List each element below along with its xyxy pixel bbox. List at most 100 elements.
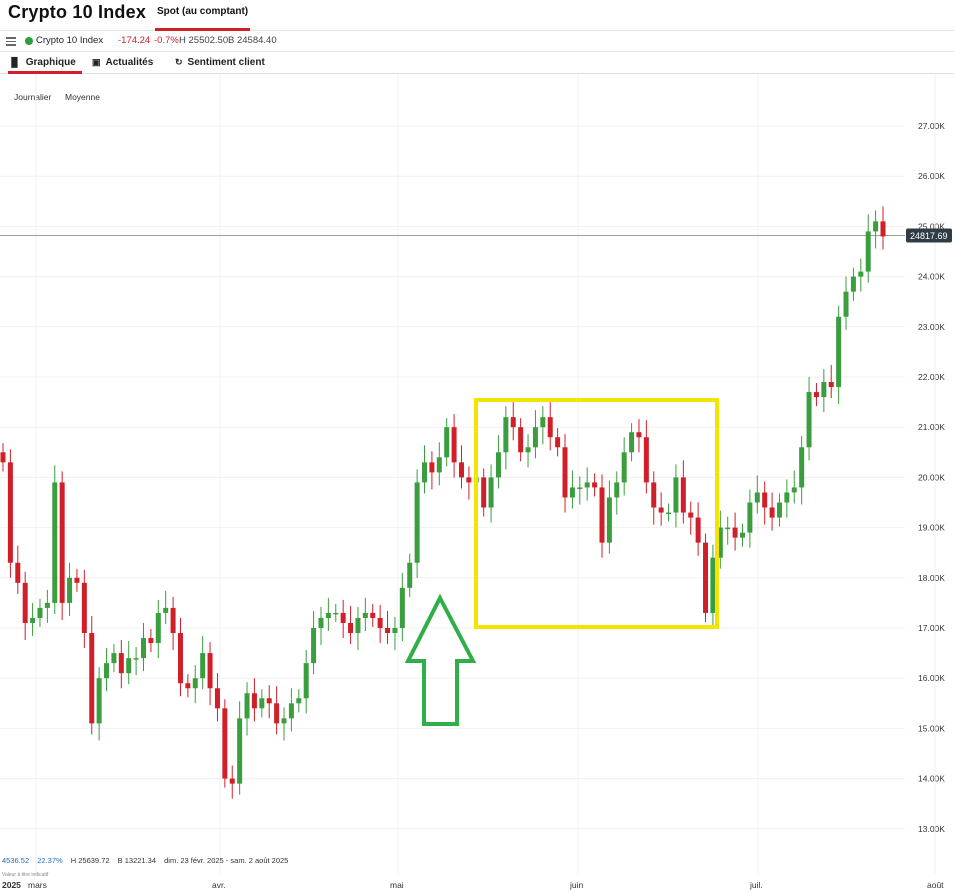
y-tick-label: 23.00K — [918, 322, 945, 332]
tab-actualites[interactable]: ▣ Actualités — [92, 52, 153, 72]
candle-body — [850, 276, 856, 292]
candle-body — [111, 653, 117, 664]
up-arrow-annotation — [404, 593, 477, 726]
candle-body — [266, 698, 272, 704]
candle-body — [555, 437, 561, 448]
price-chart[interactable]: 13.00K 14.00K 15.00K 16.00K 17.00K 18.00K 19.0… — [0, 74, 954, 891]
tab-spot[interactable]: Spot (au comptant) — [155, 0, 251, 31]
candle-body — [606, 497, 612, 543]
menu-icon[interactable] — [6, 35, 16, 47]
candle-body — [436, 457, 442, 473]
candle-body — [222, 708, 228, 779]
candle-body — [414, 482, 420, 563]
candle-body — [747, 502, 753, 533]
price-change: -174.24 — [118, 35, 151, 46]
interval-selector[interactable]: Journalier — [14, 92, 52, 102]
candle-body — [214, 688, 220, 709]
candle-body — [59, 482, 65, 603]
x-tick-label: août — [927, 880, 944, 890]
candle-body — [836, 316, 842, 388]
candle-body — [104, 663, 110, 679]
candle-body — [673, 477, 679, 513]
candle-body — [481, 477, 487, 508]
candle-body — [703, 542, 709, 613]
candle-body — [666, 512, 672, 515]
candle-body — [177, 633, 183, 684]
candle-body — [340, 612, 346, 623]
candle-body — [141, 638, 147, 659]
candle-body — [237, 718, 243, 784]
candle-body — [318, 617, 324, 628]
candle-body — [399, 587, 405, 628]
candle-body — [858, 271, 864, 277]
candle-body — [333, 612, 339, 615]
refresh-icon: ↻ — [175, 57, 183, 67]
x-tick-label: 2025 — [2, 880, 21, 890]
tab-sentiment-client[interactable]: ↻ Sentiment client — [175, 52, 265, 72]
candle-body — [806, 392, 812, 448]
candle-body — [739, 532, 745, 538]
candle-body — [37, 607, 43, 618]
candle-body — [599, 487, 605, 543]
candle-body — [229, 778, 235, 784]
y-tick-label: 27.00K — [918, 121, 945, 131]
candle-body — [577, 487, 583, 489]
highlight-box — [474, 398, 719, 629]
candle-body — [466, 477, 472, 483]
candle-body — [688, 512, 694, 518]
candle-body — [518, 427, 524, 453]
y-tick-label: 22.00K — [918, 372, 945, 382]
candle-body — [429, 462, 435, 473]
y-tick-label: 19.00K — [918, 523, 945, 533]
candle-body — [754, 492, 760, 503]
y-tick-label: 25.00K — [918, 221, 945, 231]
candle-body — [74, 577, 80, 583]
tab-graphique[interactable]: ▐▌ Graphique — [8, 52, 82, 74]
candle-body — [200, 653, 206, 679]
x-tick-label: juil. — [749, 880, 763, 890]
candle-body — [281, 718, 287, 724]
candle-body — [865, 231, 871, 272]
status-dot-icon — [25, 37, 33, 45]
candle-body — [355, 617, 361, 634]
candle-body — [44, 602, 50, 608]
candle-body — [717, 527, 723, 558]
candle-body — [451, 427, 457, 463]
candle-body — [776, 502, 782, 518]
candle-body — [170, 607, 176, 634]
candle-body — [621, 452, 627, 483]
candle-body — [495, 452, 501, 478]
chart-type-selector[interactable]: Moyenne — [65, 92, 100, 102]
instrument-name[interactable]: Crypto 10 Index — [36, 35, 104, 46]
current-price-label: 24817.69 — [910, 231, 948, 241]
tab-label: Sentiment client — [187, 57, 265, 68]
page-title: Crypto 10 Index — [8, 2, 147, 22]
day-low: B 24584.40 — [228, 35, 277, 46]
candle-body — [710, 557, 716, 613]
candle-body — [185, 683, 191, 689]
candle-body — [828, 382, 834, 388]
candle-body — [503, 417, 509, 453]
candle-body — [0, 452, 6, 463]
range-percent: 22.37% — [37, 856, 63, 865]
price-change-percent: -0.7% — [154, 35, 179, 46]
x-tick-label: mai — [390, 880, 404, 890]
disclaimer: Valeur à titre indicatif — [2, 872, 49, 878]
range-stats: 4536.52 22.37% H 25639.72 B 13221.34 dim… — [2, 856, 294, 865]
candle-body — [325, 612, 331, 618]
chart-bars-icon: ▐▌ — [8, 57, 21, 67]
candle-body — [784, 492, 790, 503]
candle-body — [81, 582, 87, 634]
y-tick-label: 24.00K — [918, 272, 945, 282]
candle-body — [296, 698, 302, 704]
range-high: H 25639.72 — [70, 856, 110, 865]
candle-body — [732, 527, 738, 538]
candle-body — [532, 427, 538, 448]
x-tick-label: avr. — [212, 880, 226, 890]
candle-body — [725, 527, 731, 530]
candle-body — [651, 482, 657, 508]
current-price-tag — [906, 228, 952, 243]
candle-body — [629, 432, 635, 453]
candle-body — [155, 612, 161, 644]
candle-body — [52, 482, 58, 603]
